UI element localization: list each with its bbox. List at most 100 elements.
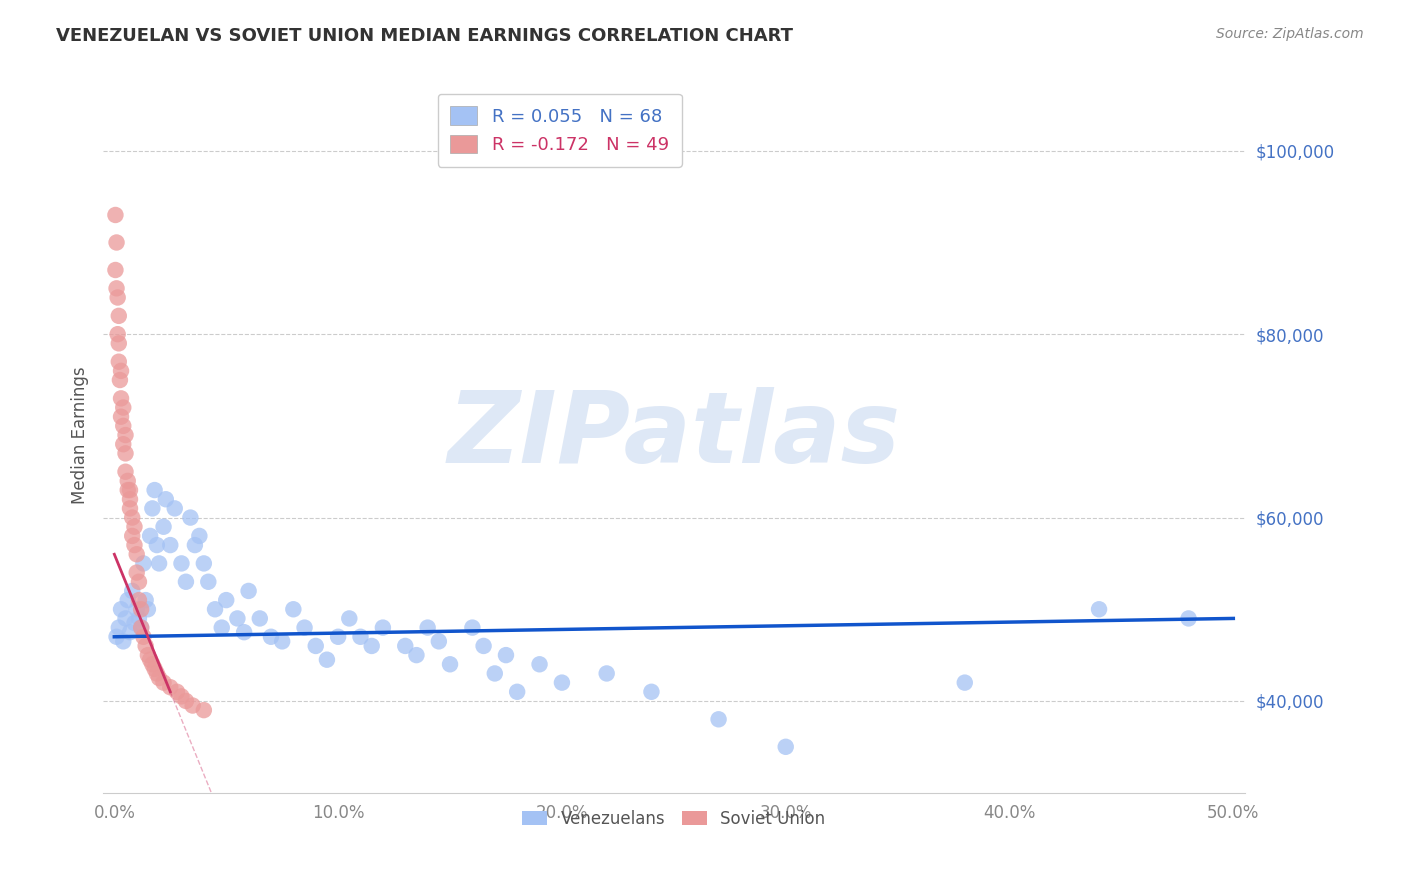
Point (118, 492, 141, 507)
Point (114, 611, 136, 625)
Point (337, 611, 360, 625)
Point (146, 538, 169, 552)
Point (184, 538, 207, 552)
Point (181, 698, 204, 713)
Point (114, 465, 136, 479)
Point (595, 666, 617, 681)
Point (132, 630, 155, 644)
Y-axis label: Median Earnings: Median Earnings (72, 367, 89, 504)
Point (163, 501, 186, 516)
Point (506, 685, 529, 699)
Point (529, 657, 551, 672)
Point (139, 529, 162, 543)
Point (139, 653, 162, 667)
Point (226, 611, 249, 625)
Point (135, 593, 157, 607)
Point (159, 680, 181, 694)
Point (125, 547, 148, 561)
Point (128, 611, 150, 625)
Point (143, 483, 166, 497)
Point (107, 336, 129, 351)
Point (105, 281, 128, 295)
Point (128, 574, 150, 589)
Point (136, 602, 159, 616)
Point (117, 474, 139, 488)
Point (112, 634, 135, 648)
Point (110, 409, 132, 424)
Point (193, 557, 215, 571)
Point (143, 662, 166, 676)
Point (461, 621, 484, 635)
Point (204, 602, 226, 616)
Point (129, 621, 152, 635)
Point (371, 621, 394, 635)
Point (105, 235, 128, 250)
Point (129, 621, 152, 635)
Point (249, 611, 271, 625)
Point (166, 685, 188, 699)
Point (110, 392, 132, 406)
Point (170, 557, 193, 571)
Point (121, 529, 143, 543)
Point (112, 418, 135, 433)
Legend: Venezuelans, Soviet Union: Venezuelans, Soviet Union (516, 803, 832, 834)
Point (124, 538, 146, 552)
Point (427, 634, 450, 648)
Point (233, 625, 256, 640)
Point (238, 583, 260, 598)
Point (148, 557, 170, 571)
Point (104, 208, 127, 222)
Point (211, 621, 233, 635)
Point (129, 602, 152, 616)
Point (107, 621, 129, 635)
Point (117, 593, 139, 607)
Point (349, 630, 371, 644)
Point (394, 639, 416, 653)
Point (193, 703, 215, 717)
Point (170, 690, 193, 704)
Point (155, 492, 177, 507)
Point (110, 364, 132, 378)
Point (118, 501, 141, 516)
Point (136, 648, 159, 662)
Text: ZIPatlas: ZIPatlas (447, 386, 900, 483)
Point (107, 327, 129, 342)
Point (1088, 602, 1111, 616)
Point (114, 428, 136, 442)
Point (107, 354, 129, 368)
Point (360, 639, 382, 653)
Point (271, 634, 294, 648)
Point (1177, 611, 1199, 625)
Point (124, 520, 146, 534)
Point (124, 615, 146, 630)
Point (105, 630, 128, 644)
Point (152, 520, 174, 534)
Point (260, 630, 283, 644)
Point (104, 263, 127, 277)
Point (141, 657, 163, 672)
Point (495, 648, 517, 662)
Point (112, 401, 135, 415)
Point (416, 621, 439, 635)
Point (107, 291, 129, 305)
Point (179, 510, 201, 524)
Point (132, 557, 155, 571)
Point (152, 675, 174, 690)
Point (117, 483, 139, 497)
Point (128, 593, 150, 607)
Point (326, 630, 349, 644)
Point (305, 639, 328, 653)
Point (472, 639, 495, 653)
Point (953, 675, 976, 690)
Text: VENEZUELAN VS SOVIET UNION MEDIAN EARNINGS CORRELATION CHART: VENEZUELAN VS SOVIET UNION MEDIAN EARNIN… (56, 27, 793, 45)
Point (439, 657, 461, 672)
Point (197, 574, 219, 589)
Point (125, 602, 148, 616)
Point (707, 712, 730, 726)
Point (118, 483, 141, 497)
Point (121, 583, 143, 598)
Point (283, 602, 305, 616)
Point (551, 675, 574, 690)
Point (775, 739, 797, 754)
Point (484, 666, 506, 681)
